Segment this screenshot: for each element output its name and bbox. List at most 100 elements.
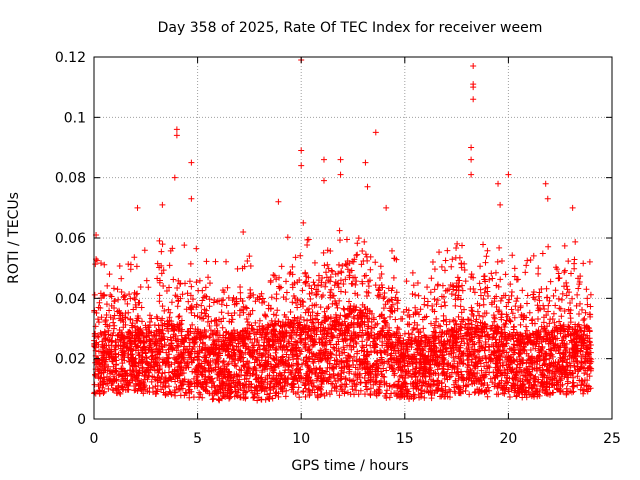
data-point (254, 326, 261, 333)
data-point (317, 385, 324, 392)
data-point (186, 278, 193, 285)
data-point (447, 333, 454, 340)
data-point (191, 312, 198, 319)
data-point (569, 370, 576, 377)
data-point (336, 392, 343, 399)
data-point (388, 247, 395, 254)
data-point (140, 390, 147, 397)
data-point (122, 314, 129, 321)
data-point (350, 313, 357, 320)
data-point (391, 390, 398, 397)
data-point (414, 380, 421, 387)
data-point (123, 344, 130, 351)
data-point (300, 379, 307, 386)
data-point (311, 282, 318, 289)
data-point (288, 362, 295, 369)
data-point (480, 296, 487, 303)
data-point (487, 358, 494, 365)
data-point (166, 262, 173, 269)
data-point (206, 303, 213, 310)
data-point (297, 252, 304, 259)
data-point (120, 293, 127, 300)
data-point (111, 298, 118, 305)
data-point (167, 247, 174, 254)
data-point (139, 364, 146, 371)
data-point (380, 365, 387, 372)
data-point (276, 285, 283, 292)
data-point (305, 274, 312, 281)
data-point (215, 396, 222, 403)
data-point (337, 288, 344, 295)
data-point (372, 259, 379, 266)
data-point (344, 324, 351, 331)
data-point (458, 309, 465, 316)
data-point (502, 386, 509, 393)
data-point (552, 372, 559, 379)
data-point (318, 386, 325, 393)
data-point (443, 389, 450, 396)
data-point (223, 302, 230, 309)
data-point (313, 351, 320, 358)
data-point (323, 333, 330, 340)
data-point (306, 389, 313, 396)
data-point (378, 377, 385, 384)
data-point (300, 388, 307, 395)
data-point (196, 394, 203, 401)
data-point (165, 328, 172, 335)
data-points (91, 57, 595, 404)
data-point (354, 366, 361, 373)
data-point (441, 267, 448, 274)
data-point (103, 301, 110, 308)
data-point (132, 323, 139, 330)
data-point (489, 334, 496, 341)
data-point (140, 339, 147, 346)
data-point (346, 269, 353, 276)
data-point (282, 393, 289, 400)
data-point (460, 377, 467, 384)
data-point (119, 329, 126, 336)
data-point (585, 350, 592, 357)
data-point (356, 358, 363, 365)
data-point (291, 314, 298, 321)
data-point (435, 322, 442, 329)
data-point (200, 294, 207, 301)
data-point (442, 257, 449, 264)
data-point (428, 320, 435, 327)
data-point (351, 391, 358, 398)
data-point (202, 373, 209, 380)
data-point (327, 278, 334, 285)
data-point (246, 383, 253, 390)
data-point (160, 283, 167, 290)
data-point (325, 303, 332, 310)
data-point (499, 333, 506, 340)
data-point (505, 299, 512, 306)
data-point (108, 382, 115, 389)
data-point (317, 365, 324, 372)
data-point (111, 312, 118, 319)
data-point (249, 339, 256, 346)
data-point (354, 376, 361, 383)
data-point (225, 346, 232, 353)
data-point (149, 373, 156, 380)
data-point (273, 276, 280, 283)
data-point (141, 372, 148, 379)
data-point (393, 332, 400, 339)
data-point (147, 338, 154, 345)
data-point (564, 286, 571, 293)
data-point (158, 270, 165, 277)
data-point (360, 352, 367, 359)
data-point (350, 343, 357, 350)
data-point (518, 332, 525, 339)
data-point (278, 263, 285, 270)
data-point (474, 322, 481, 329)
data-point (325, 277, 332, 284)
data-point (231, 371, 238, 378)
data-point (169, 368, 176, 375)
data-point (381, 348, 388, 355)
data-point (538, 379, 545, 386)
data-point (461, 260, 468, 267)
data-point (277, 371, 284, 378)
data-point (189, 296, 196, 303)
data-point (410, 391, 417, 398)
data-point (319, 274, 326, 281)
